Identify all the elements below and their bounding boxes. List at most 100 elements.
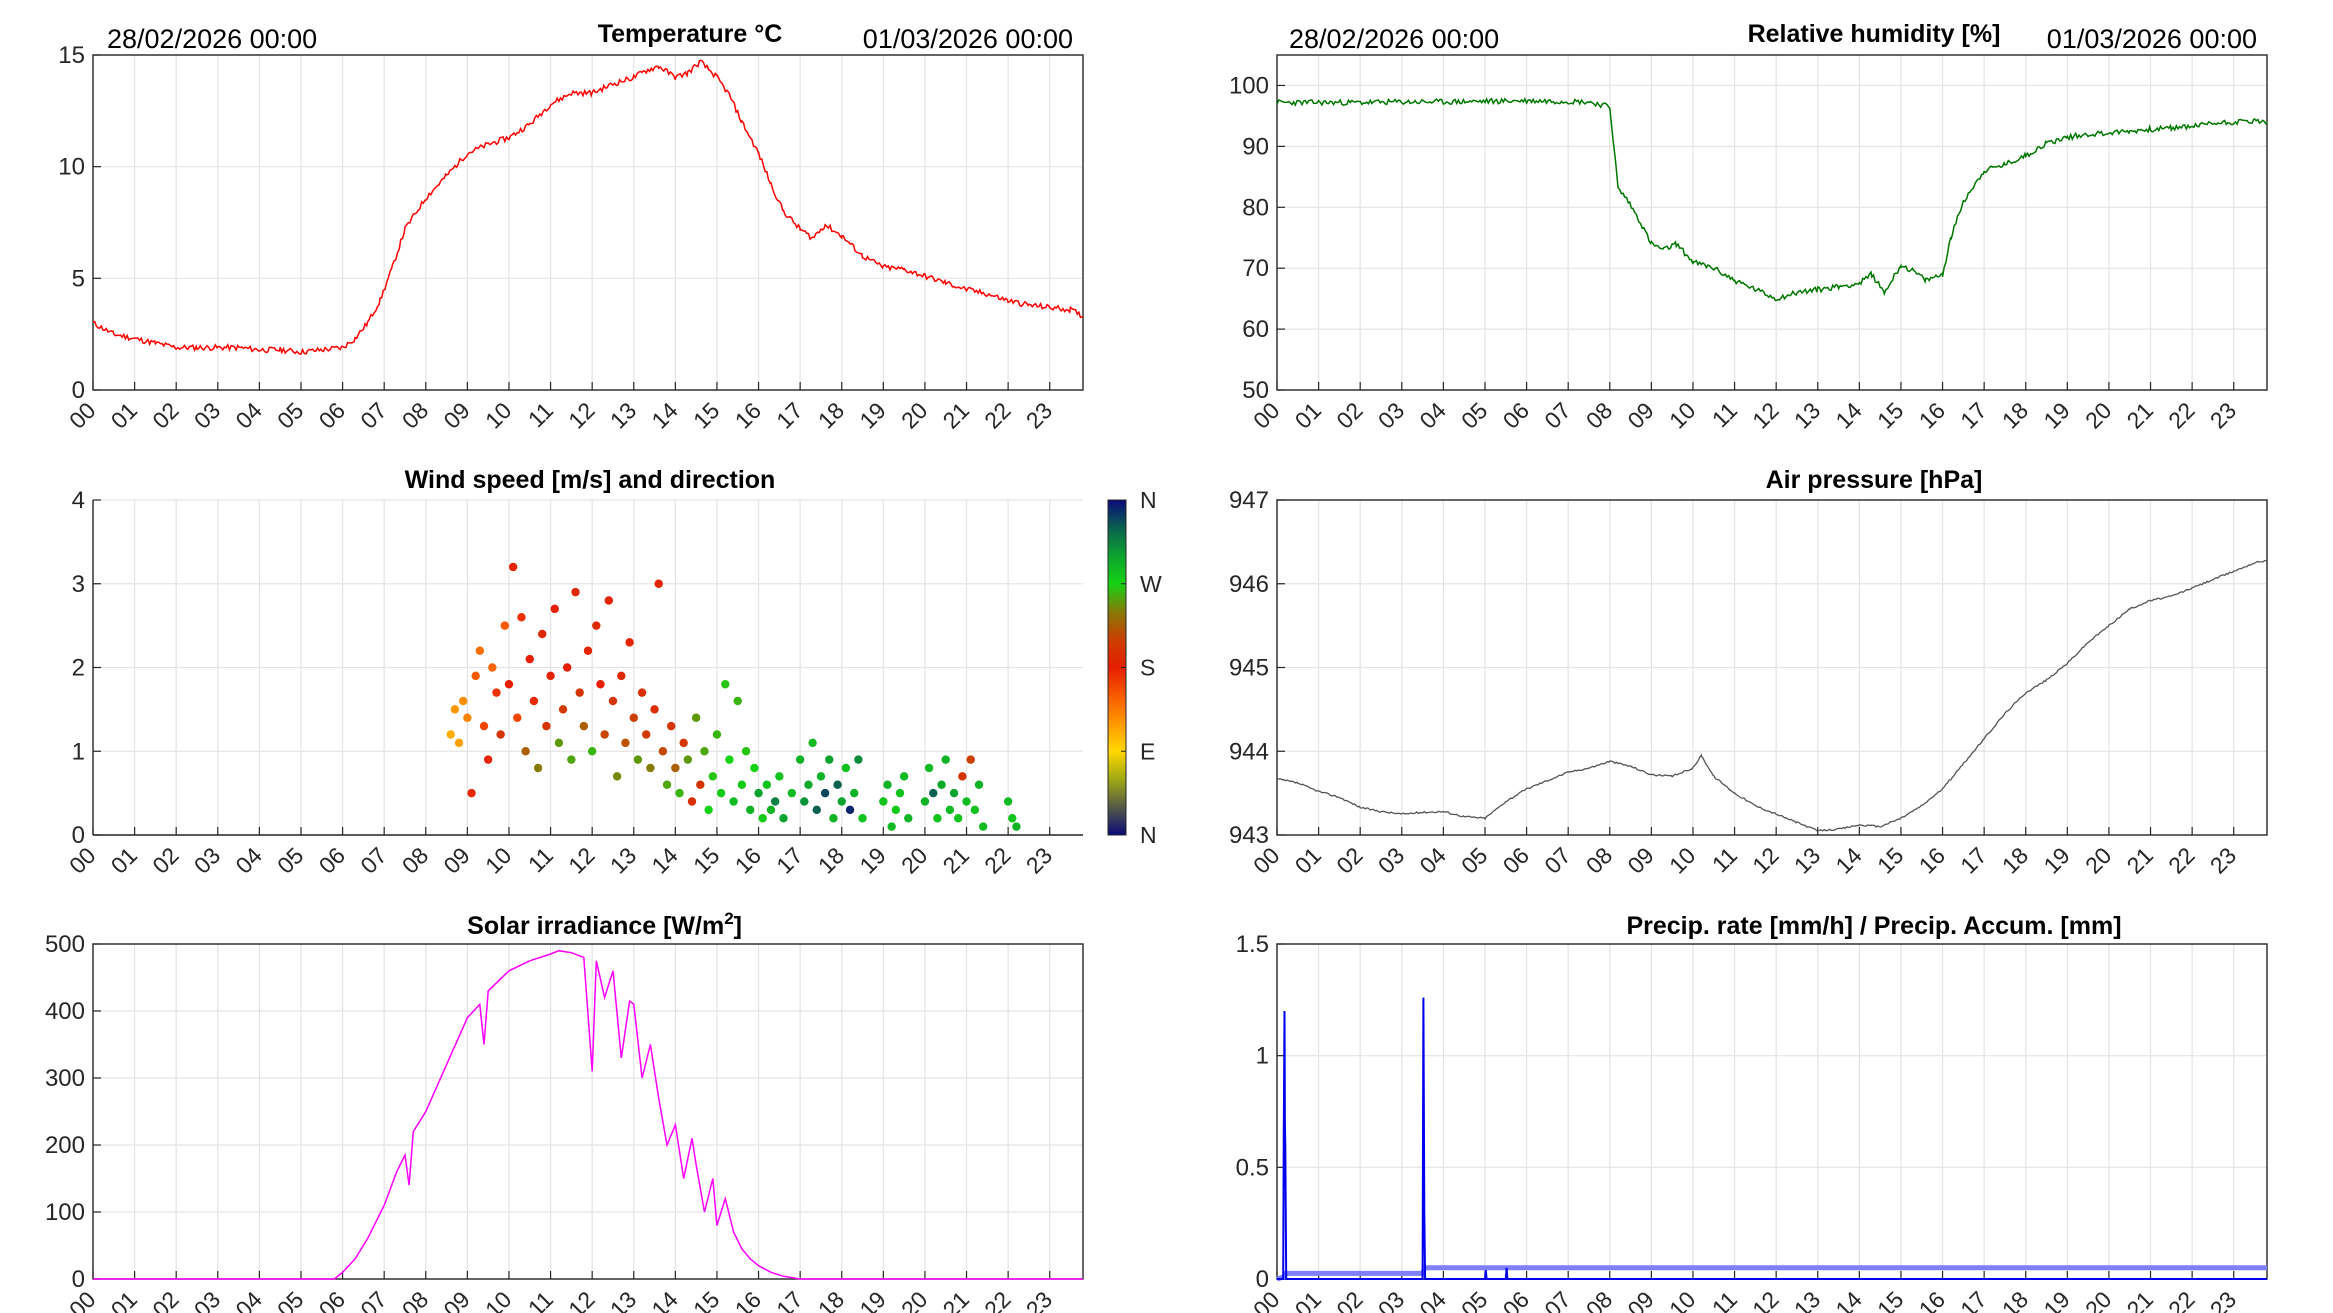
wind-point (858, 814, 867, 823)
wind-y-tick-label: 1 (72, 738, 85, 765)
wind-point (508, 562, 518, 572)
wind-point (704, 805, 713, 815)
wind-point (533, 763, 543, 773)
pressure-panel: 00 01 02 03 04 05 06 07 08 09 10 11 12 13 14 15 16 17 18 19… (1229, 487, 2268, 879)
wind-point (820, 788, 830, 798)
wind-y-tick-label: 3 (72, 571, 85, 598)
wind-point (691, 713, 701, 722)
wind-point (538, 629, 547, 639)
pressure-y-tick-label: 943 (1229, 822, 1269, 849)
wind-point (716, 788, 726, 798)
wind-point (483, 755, 493, 764)
humidity-y-tick-label: 60 (1242, 316, 1269, 343)
wind-y-tick-label: 4 (72, 487, 85, 514)
solar-title-main: Solar irradiance [W/m (467, 912, 724, 940)
wind-point (808, 738, 817, 748)
wind-point (895, 788, 905, 798)
wind-colorbar-label: S (1140, 655, 1155, 681)
wind-point (650, 705, 659, 714)
precip-y-tick-label: 0.5 (1236, 1154, 1269, 1181)
wind-point (662, 780, 672, 789)
wind-point (612, 772, 622, 781)
wind-point (850, 788, 859, 798)
temperature-date-right: 01/03/2026 00:00 (863, 24, 1073, 54)
wind-point (754, 788, 763, 798)
pressure-y-tick-label: 945 (1229, 655, 1269, 682)
pressure-y-tick-label: 947 (1229, 487, 1269, 514)
solar-title-sup: 2 (724, 909, 733, 928)
wind-point (608, 696, 618, 706)
wind-point (746, 805, 755, 815)
wind-point (1012, 822, 1021, 831)
wind-point (762, 780, 772, 789)
wind-point (687, 797, 697, 806)
solar-y-tick-label: 100 (45, 1199, 85, 1226)
wind-point (479, 721, 489, 731)
wind-point (899, 772, 909, 781)
wind-point (845, 805, 855, 815)
humidity-series-line (1276, 96, 2268, 302)
wind-point (542, 721, 551, 731)
temperature-title: Temperature °C (598, 20, 783, 48)
wind-point (1008, 814, 1017, 823)
solar-title: Solar irradiance [W/m2] (467, 909, 742, 940)
wind-point (970, 805, 980, 815)
precip-title: Precip. rate [mm/h] / Precip. Accum. [mm… (1626, 912, 2121, 940)
wind-point (517, 613, 526, 622)
humidity-title: Relative humidity [%] (1748, 20, 2001, 48)
humidity-axes-box (1276, 54, 2268, 391)
wind-gridlines (92, 499, 1083, 836)
precip-rate-line (1277, 997, 2267, 1280)
temperature-y-tick-label: 0 (72, 377, 85, 404)
temperature-y-tick-label: 15 (58, 42, 85, 69)
wind-point (492, 688, 501, 697)
wind-point (795, 755, 805, 764)
wind-point (949, 788, 959, 798)
wind-point (696, 780, 705, 789)
humidity-y-tick-label: 90 (1242, 133, 1269, 160)
wind-point (450, 705, 460, 714)
wind-point (725, 755, 734, 764)
temperature-y-tick-label: 5 (72, 265, 85, 292)
wind-point (488, 663, 497, 672)
wind-point (571, 587, 580, 597)
wind-point (463, 713, 472, 722)
wind-point (558, 705, 568, 714)
wind-point (554, 738, 564, 748)
wind-point (679, 738, 688, 748)
wind-point (833, 780, 842, 789)
wind-point (770, 797, 780, 806)
wind-point (625, 638, 634, 647)
wind-y-tick-label: 2 (72, 655, 85, 682)
wind-point (513, 713, 522, 722)
wind-point (629, 713, 638, 722)
wind-point (887, 822, 896, 831)
wind-point (708, 772, 717, 781)
wind-point (816, 772, 826, 781)
wind-point (700, 747, 709, 756)
wind-point (879, 797, 888, 806)
wind-point (758, 814, 767, 823)
wind-point (954, 814, 963, 823)
wind-point (454, 738, 464, 748)
temperature-date-left: 28/02/2026 00:00 (107, 24, 317, 54)
wind-point (924, 763, 934, 773)
wind-point (596, 680, 605, 689)
temperature-axes-box (92, 54, 1084, 391)
wind-point (579, 721, 589, 731)
wind-point (604, 596, 613, 605)
wind-point (525, 654, 534, 664)
wind-point (475, 646, 485, 655)
wind-point (712, 730, 722, 739)
wind-point (500, 621, 510, 630)
wind-colorbar-label: N (1140, 487, 1157, 513)
solar-y-tick-label: 300 (45, 1065, 85, 1092)
wind-point (920, 797, 930, 806)
wind-point (883, 780, 892, 789)
solar-y-tick-label: 500 (45, 931, 85, 958)
temperature-series-line (92, 59, 1084, 356)
wind-point (779, 814, 788, 823)
solar-y-tick-label: 0 (72, 1266, 85, 1293)
wind-point (587, 747, 597, 756)
